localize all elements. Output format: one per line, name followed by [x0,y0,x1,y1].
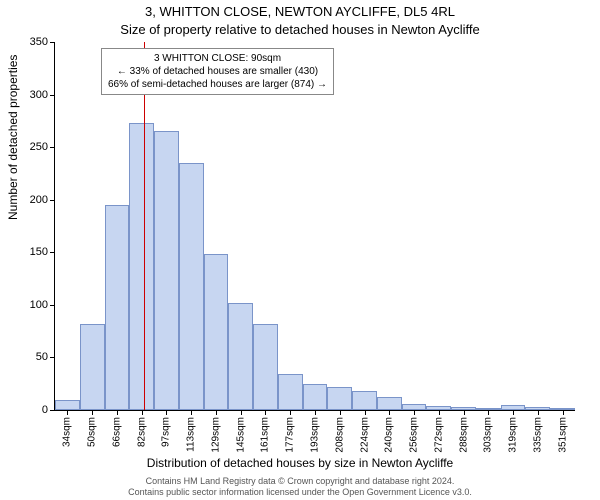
y-tick-label: 0 [42,404,55,416]
x-tick-label: 34sqm [62,417,73,447]
y-tick-label: 300 [30,89,55,101]
footer-line1: Contains HM Land Registry data © Crown c… [0,476,600,487]
footer-attribution: Contains HM Land Registry data © Crown c… [0,476,600,498]
x-tick [513,410,514,415]
x-tick [365,410,366,415]
x-tick-label: 256sqm [409,417,420,453]
bar [179,163,204,410]
annotation-line3: 66% of semi-detached houses are larger (… [108,78,327,91]
chart-container: { "title_line1": "3, WHITTON CLOSE, NEWT… [0,0,600,500]
x-tick-label: 82sqm [136,417,147,447]
bar [154,131,179,410]
x-tick [340,410,341,415]
x-tick-label: 161sqm [260,417,271,453]
x-tick [488,410,489,415]
x-tick [389,410,390,415]
x-tick-label: 303sqm [483,417,494,453]
page-title-subtitle: Size of property relative to detached ho… [0,22,600,37]
bar [80,324,105,410]
x-tick [265,410,266,415]
plot-area: 3 WHITTON CLOSE: 90sqm ← 33% of detached… [54,42,575,411]
bar [327,387,352,410]
x-tick [191,410,192,415]
bar [204,254,229,410]
bar [303,384,328,410]
y-axis-label: Number of detached properties [6,55,20,220]
y-tick-label: 350 [30,36,55,48]
x-tick [117,410,118,415]
bar [228,303,253,410]
y-tick-label: 250 [30,141,55,153]
x-tick [92,410,93,415]
annotation-line1: 3 WHITTON CLOSE: 90sqm [108,52,327,65]
x-tick-label: 288sqm [458,417,469,453]
y-tick-label: 200 [30,194,55,206]
annotation-box: 3 WHITTON CLOSE: 90sqm ← 33% of detached… [101,48,334,95]
bar [253,324,278,410]
x-tick-label: 335sqm [532,417,543,453]
x-tick-label: 97sqm [161,417,172,447]
x-tick-label: 129sqm [210,417,221,453]
x-tick [67,410,68,415]
x-tick-label: 351sqm [557,417,568,453]
x-tick [290,410,291,415]
page-title-address: 3, WHITTON CLOSE, NEWTON AYCLIFFE, DL5 4… [0,4,600,19]
x-tick-label: 272sqm [433,417,444,453]
x-tick [464,410,465,415]
x-tick [241,410,242,415]
x-tick-label: 224sqm [359,417,370,453]
annotation-line2: ← 33% of detached houses are smaller (43… [108,65,327,78]
bar [55,400,80,411]
x-tick-label: 193sqm [310,417,321,453]
x-tick-label: 50sqm [87,417,98,447]
x-tick [166,410,167,415]
x-tick-label: 177sqm [285,417,296,453]
x-tick [315,410,316,415]
bar [129,123,154,410]
x-tick [538,410,539,415]
bars-group [55,42,575,410]
bar [352,391,377,410]
x-tick-label: 208sqm [334,417,345,453]
x-tick [563,410,564,415]
x-axis-label: Distribution of detached houses by size … [0,456,600,470]
bar [377,397,402,410]
bar [105,205,130,410]
y-tick-label: 150 [30,246,55,258]
x-tick-label: 319sqm [508,417,519,453]
x-tick [216,410,217,415]
x-tick-label: 145sqm [235,417,246,453]
x-tick [414,410,415,415]
y-tick-label: 50 [36,351,55,363]
bar [278,374,303,410]
x-tick-label: 240sqm [384,417,395,453]
reference-line [144,42,145,410]
x-tick [439,410,440,415]
y-tick-label: 100 [30,299,55,311]
x-tick-label: 66sqm [111,417,122,447]
x-tick [142,410,143,415]
footer-line2: Contains public sector information licen… [0,487,600,498]
x-tick-label: 113sqm [186,417,197,452]
